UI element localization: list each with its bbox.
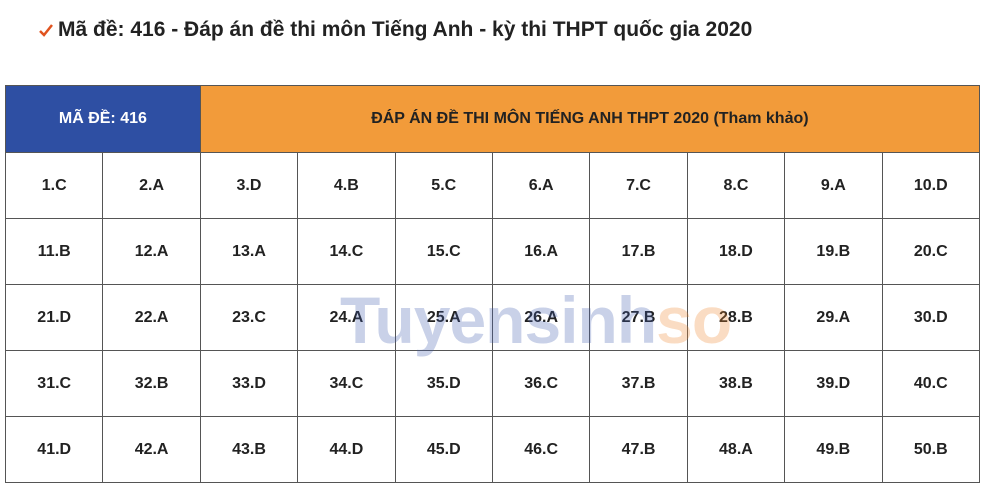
answer-cell: 9.A <box>784 152 883 219</box>
answer-cell: 1.C <box>4 152 104 219</box>
answer-cell: 28.B <box>686 284 786 351</box>
answer-cell: 20.C <box>881 218 981 285</box>
answer-cell: 42.A <box>102 416 201 483</box>
answer-cell: 49.B <box>784 416 883 483</box>
answer-cell: 26.A <box>491 284 591 351</box>
code-cell: MÃ ĐỀ: 416 <box>5 85 201 153</box>
answer-table: MÃ ĐỀ: 416 ĐÁP ÁN ĐỀ THI MÔN TIẾNG ANH T… <box>4 85 981 483</box>
answer-cell: 21.D <box>4 284 104 351</box>
answer-cell: 17.B <box>589 218 688 285</box>
answer-cell: 4.B <box>297 152 396 219</box>
answer-cell: 19.B <box>784 218 883 285</box>
answer-cell: 37.B <box>589 350 688 417</box>
answer-row: 11.B 12.A 13.A 14.C 15.C 16.A 17.B 18.D 19.B 20.C <box>4 218 981 285</box>
answer-cell: 48.A <box>686 416 786 483</box>
answer-row: 1.C 2.A 3.D 4.B 5.C 6.A 7.C 8.C 9.A 10.D <box>4 152 981 219</box>
answer-cell: 16.A <box>491 218 591 285</box>
answer-cell: 2.A <box>102 152 201 219</box>
answer-cell: 30.D <box>881 284 981 351</box>
answer-cell: 39.D <box>784 350 883 417</box>
answer-cell: 38.B <box>686 350 786 417</box>
heading-text: Mã đề: 416 - Đáp án đề thi môn Tiếng Anh… <box>58 18 753 41</box>
answer-cell: 14.C <box>297 218 396 285</box>
answer-cell: 6.A <box>491 152 591 219</box>
answer-cell: 8.C <box>686 152 786 219</box>
answer-cell: 29.A <box>784 284 883 351</box>
answer-cell: 5.C <box>394 152 493 219</box>
answer-cell: 50.B <box>881 416 981 483</box>
answer-cell: 31.C <box>4 350 104 417</box>
answer-cell: 44.D <box>297 416 396 483</box>
check-icon <box>39 24 53 37</box>
heading: Mã đề: 416 - Đáp án đề thi môn Tiếng Anh… <box>38 18 752 42</box>
answer-cell: 15.C <box>394 218 493 285</box>
answer-cell: 25.A <box>394 284 493 351</box>
answer-cell: 12.A <box>102 218 201 285</box>
answer-cell: 34.C <box>297 350 396 417</box>
answer-cell: 36.C <box>491 350 591 417</box>
answer-cell: 3.D <box>199 152 299 219</box>
answer-cell: 32.B <box>102 350 201 417</box>
answer-cell: 27.B <box>589 284 688 351</box>
answer-cell: 33.D <box>199 350 299 417</box>
answer-cell: 47.B <box>589 416 688 483</box>
answer-row: 21.D 22.A 23.C 24.A 25.A 26.A 27.B 28.B 29.A 30.D <box>4 284 981 351</box>
answer-cell: 41.D <box>4 416 104 483</box>
answer-cell: 18.D <box>686 218 786 285</box>
answer-cell: 45.D <box>394 416 493 483</box>
answer-cell: 43.B <box>199 416 299 483</box>
answer-cell: 40.C <box>881 350 981 417</box>
answer-cell: 11.B <box>4 218 104 285</box>
title-cell: ĐÁP ÁN ĐỀ THI MÔN TIẾNG ANH THPT 2020 (T… <box>199 85 981 153</box>
answer-cell: 35.D <box>394 350 493 417</box>
answer-cell: 13.A <box>199 218 299 285</box>
answer-cell: 46.C <box>491 416 591 483</box>
answer-row: 31.C 32.B 33.D 34.C 35.D 36.C 37.B 38.B 39.D 40.C <box>4 350 981 417</box>
answer-cell: 22.A <box>102 284 201 351</box>
answer-cell: 7.C <box>589 152 688 219</box>
header-row: MÃ ĐỀ: 416 ĐÁP ÁN ĐỀ THI MÔN TIẾNG ANH T… <box>5 85 981 153</box>
answer-cell: 10.D <box>881 152 981 219</box>
answer-cell: 24.A <box>297 284 396 351</box>
answer-row: 41.D 42.A 43.B 44.D 45.D 46.C 47.B 48.A 49.B 50.B <box>4 416 981 483</box>
answer-cell: 23.C <box>199 284 299 351</box>
